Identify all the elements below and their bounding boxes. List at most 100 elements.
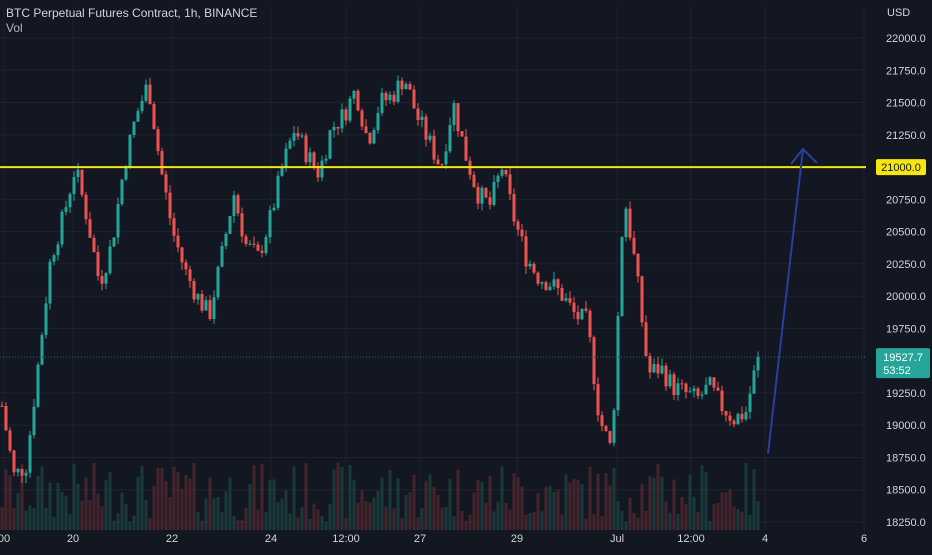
symbol-title[interactable]: BTC Perpetual Futures Contract, 1h, BINA…	[6, 6, 258, 20]
candle-body	[572, 302, 576, 313]
candle-body	[656, 364, 660, 374]
candle-body	[448, 124, 452, 152]
candle-body	[596, 384, 600, 416]
candle-body	[528, 263, 532, 267]
volume-bar	[524, 515, 528, 530]
candle-body	[48, 261, 52, 304]
price-tick-label: 22000.0	[886, 33, 926, 45]
volume-indicator-label[interactable]: Vol	[6, 21, 23, 35]
candle-body	[644, 322, 648, 356]
time-tick-label: 27	[414, 533, 426, 545]
price-tick-label: 18500.0	[886, 485, 926, 497]
candle-body	[504, 169, 508, 175]
candle-body	[284, 148, 288, 168]
volume-bar	[556, 490, 560, 530]
volume-bar	[692, 496, 696, 530]
volume-bar	[284, 490, 288, 530]
candle-body	[152, 103, 156, 130]
candle-body	[416, 108, 420, 121]
volume-bar	[512, 473, 516, 530]
candle-body	[608, 430, 612, 443]
candle-body	[292, 133, 296, 141]
candle-body	[740, 413, 744, 420]
candle-body	[724, 411, 728, 416]
candle-body	[488, 197, 492, 205]
volume-bar	[704, 472, 708, 530]
candle-body	[288, 140, 292, 149]
candle-body	[20, 469, 24, 476]
candle-body	[668, 374, 672, 387]
time-axis[interactable]: 00 20 22 24 12:00 27 29 Jul 12:00 4 6	[0, 533, 867, 545]
candle-body	[36, 364, 40, 407]
volume-bar	[52, 516, 56, 530]
candle-body	[212, 297, 216, 320]
time-tick-label: 29	[511, 533, 523, 545]
candle-body	[752, 370, 756, 394]
candle-body	[264, 237, 268, 253]
candle-body	[580, 308, 584, 320]
volume-bar	[672, 479, 676, 530]
candle-body	[408, 84, 412, 90]
price-tick-label: 20750.0	[886, 194, 926, 206]
volume-bar	[428, 474, 432, 530]
candle-body	[624, 208, 628, 238]
candle-body	[248, 243, 252, 245]
candle-body	[276, 175, 280, 208]
volume-bar	[436, 495, 440, 530]
volume-bar	[412, 474, 416, 530]
candle-body	[716, 387, 720, 391]
candle-body	[272, 207, 276, 211]
volume-bar	[684, 504, 688, 530]
volume-bar	[300, 507, 304, 530]
volume-bar	[592, 513, 596, 530]
volume-bar	[732, 506, 736, 530]
volume-bar	[32, 508, 36, 530]
volume-bar	[404, 494, 408, 530]
volume-bar	[156, 467, 160, 530]
price-axis-background[interactable]	[866, 0, 932, 550]
candle-body	[352, 90, 356, 99]
volume-bar	[548, 485, 552, 530]
candle-body	[440, 164, 444, 166]
candle-body	[708, 377, 712, 385]
candle-body	[640, 276, 644, 323]
volume-bar	[584, 518, 588, 530]
trend-arrow[interactable]	[767, 148, 804, 454]
volume-bar	[212, 498, 216, 530]
candle-body	[164, 174, 168, 193]
volume-bar	[320, 516, 324, 530]
candle-body	[672, 374, 676, 396]
candle-body	[236, 195, 240, 214]
candle-body	[336, 126, 340, 129]
price-axis[interactable]: USD 22000.0 21750.0 21500.0 21250.0 20750.0 20…	[886, 7, 926, 529]
volume-bar	[16, 492, 20, 530]
volume-bar	[516, 476, 520, 530]
volume-bar	[644, 510, 648, 530]
candle-body	[592, 337, 596, 385]
candle-body	[388, 94, 392, 101]
volume-bar	[716, 502, 720, 530]
volume-bar	[36, 475, 40, 530]
volume-bar	[128, 521, 132, 530]
volume-bar	[176, 472, 180, 530]
candle-body	[512, 193, 516, 222]
drawings[interactable]	[0, 147, 866, 454]
time-tick-label: 6	[861, 533, 867, 545]
candle-body	[688, 391, 692, 393]
volume-bar	[60, 492, 64, 530]
candle-body	[432, 135, 436, 160]
volume-bar	[280, 498, 284, 530]
candle-countdown: 53:52	[883, 365, 911, 377]
volume-bar	[192, 462, 196, 530]
price-tick-label: 21750.0	[886, 65, 926, 77]
candle-body	[412, 89, 416, 109]
volume-bar	[392, 508, 396, 530]
price-tick-label: 18750.0	[886, 452, 926, 464]
volume-bar	[504, 503, 508, 530]
volume-bar	[208, 477, 212, 530]
volume-bar	[164, 481, 168, 530]
candle-body	[16, 469, 20, 473]
candle-body	[180, 247, 184, 263]
